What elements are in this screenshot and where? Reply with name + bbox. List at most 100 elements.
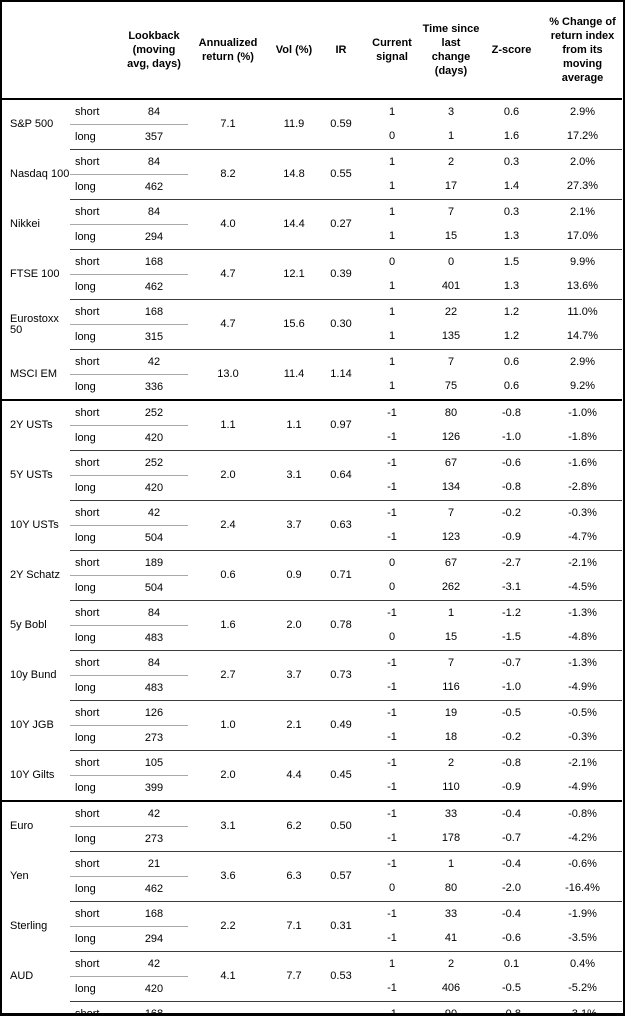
annualized-return-value: 2.2 (188, 901, 268, 952)
signal-value: -1 (387, 431, 397, 444)
group-row-short: 5Y USTs short 252 2.0 3.1 0.64 -1 67 -0.6 -1.6% (2, 450, 622, 501)
time-since-value: 123 (441, 531, 461, 544)
time-since-value: 1 (422, 851, 480, 877)
group-row-long: long 315 1 135 1.2 14.7% (2, 325, 622, 350)
pct-change-value: 11.0% (543, 299, 622, 325)
lookback-value: 399 (144, 781, 164, 794)
z-score-value: -0.8 (502, 481, 521, 494)
leg-label: short (70, 750, 120, 776)
ir-value: 1.14 (320, 349, 362, 400)
signal-value: -1 (387, 531, 397, 544)
group-row-long: long 420 -1 134 -0.8 -2.8% (2, 476, 622, 501)
pct-change-value: -1.0% (543, 399, 622, 426)
leg-label: short (70, 500, 120, 526)
group-row-long: long 420 -1 126 -1.0 -1.8% (2, 426, 622, 451)
signal-value: 1 (388, 180, 396, 193)
lookback-value: 105 (120, 750, 188, 776)
leg-label: long (75, 982, 96, 995)
vol-value: 0.9 (268, 550, 320, 601)
asset-name: Yen (10, 870, 29, 882)
leg-label: long (75, 681, 96, 694)
time-since-value: 15 (444, 631, 458, 644)
lookback-value: 84 (120, 99, 188, 125)
group-row-short: Euro short 42 3.1 6.2 0.50 -1 33 -0.4 -0.8% (2, 800, 622, 852)
lookback-value: 189 (120, 550, 188, 576)
z-score-value: 1.3 (503, 280, 520, 293)
group-row-long: long 462 1 401 1.3 13.6% (2, 275, 622, 300)
annualized-return-value: 7.1 (220, 118, 236, 130)
group-row-long: long 294 -1 41 -0.6 -3.5% (2, 927, 622, 952)
vol-value: 4.4 (268, 750, 320, 801)
header-vol: Vol (%) (268, 2, 320, 100)
annualized-return-value: 13.0 (188, 349, 268, 400)
annualized-return-value: 2.0 (188, 450, 268, 501)
ir-value: 0.97 (320, 399, 362, 451)
z-score-value: 0.3 (480, 199, 543, 225)
leg-label: short (70, 650, 120, 676)
group-row-short: 10Y JGB short 126 1.0 2.1 0.49 -1 19 -0.5 -0.5% (2, 700, 622, 751)
leg-label: long (75, 280, 96, 293)
pct-change-value: -1.3% (543, 650, 622, 676)
time-since-value: 262 (441, 581, 461, 594)
time-since-value: 19 (422, 700, 480, 726)
leg-label: short (70, 851, 120, 877)
vol-value: 7.7 (268, 951, 320, 1002)
annualized-return-value: 8.2 (188, 149, 268, 200)
group-row-long: long 294 1 15 1.3 17.0% (2, 225, 622, 250)
leg-label: short (70, 249, 120, 275)
time-since-value: 41 (444, 932, 458, 945)
time-since-value: 126 (441, 431, 461, 444)
time-since-value: 80 (444, 882, 458, 895)
z-score-value: -0.4 (480, 800, 543, 827)
vol-value: 7.1 (268, 901, 320, 952)
pct-change-value: -1.3% (543, 600, 622, 626)
z-score-value: 0.1 (480, 951, 543, 977)
signal-value: 0 (362, 249, 422, 275)
group-row-short: 10Y USTs short 42 2.4 3.7 0.63 -1 7 -0.2 -0.3% (2, 500, 622, 551)
leg-label: long (75, 130, 96, 143)
ir-value: 0.63 (320, 500, 362, 551)
header-current-signal: Current signal (362, 2, 422, 100)
time-since-value: 17 (444, 180, 458, 193)
leg-label: long (75, 380, 96, 393)
leg-label: short (70, 199, 120, 225)
lookback-value: 42 (120, 500, 188, 526)
vol-value: 1.1 (268, 399, 320, 451)
z-score-value: -0.6 (480, 450, 543, 476)
group-row-long: long 336 1 75 0.6 9.2% (2, 375, 622, 401)
vol-value: 12.1 (268, 249, 320, 300)
vol-value: 3.7 (268, 650, 320, 701)
pct-change-value: -4.8% (568, 631, 597, 644)
z-score-value: 1.4 (503, 180, 520, 193)
annualized-return-value: 4.0 (188, 199, 268, 250)
vol-value: 11.9 (283, 118, 305, 130)
group-row-long: long 420 -1 406 -0.5 -5.2% (2, 977, 622, 1002)
lookback-value: 294 (144, 230, 164, 243)
time-since-value: 22 (422, 299, 480, 325)
group-row-short: S&P 500 short 84 7.1 11.9 0.59 1 3 0.6 2.9% (2, 99, 622, 130)
group-row-long: long 273 -1 18 -0.2 -0.3% (2, 726, 622, 751)
header-leg (70, 2, 120, 100)
leg-label: long (75, 330, 96, 343)
header-asset (2, 2, 70, 100)
time-since-value: 67 (422, 550, 480, 576)
lookback-value: 84 (120, 149, 188, 175)
signal-value: 1 (362, 951, 422, 977)
lookback-value: 294 (144, 932, 164, 945)
signal-value: 1 (362, 199, 422, 225)
time-since-value: 67 (422, 450, 480, 476)
signal-value: -1 (362, 450, 422, 476)
leg-label: long (75, 481, 96, 494)
vol-value: 6.0 (268, 1001, 320, 1013)
leg-label: short (70, 700, 120, 726)
leg-label: long (75, 832, 96, 845)
signal-value: -1 (362, 700, 422, 726)
time-since-value: 1 (447, 130, 455, 143)
header-row: Lookback (moving avg, days) Annualized r… (2, 2, 622, 100)
asset-name: 2Y USTs (2, 399, 70, 451)
leg-label: short (70, 450, 120, 476)
ir-value: 0.49 (320, 700, 362, 751)
signal-value: 1 (388, 380, 396, 393)
time-since-value: 0 (422, 249, 480, 275)
